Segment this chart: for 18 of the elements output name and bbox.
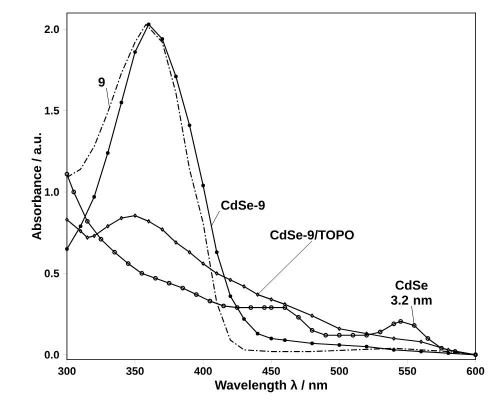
x-axis-title: Wavelength λ / nm	[214, 380, 328, 392]
x-tick-label: 350	[126, 367, 144, 376]
x-tick-label: 550	[398, 367, 416, 376]
y-tick-label: 2.0	[44, 26, 59, 34]
x-tick-label: 400	[194, 367, 212, 376]
y-tick-label: 1.5	[44, 107, 60, 115]
y-tick-label: 1.0	[44, 188, 59, 196]
x-tick-label: 600	[466, 367, 484, 376]
x-tick-label: 450	[262, 367, 280, 376]
x-tick-label: 300	[58, 367, 76, 376]
y-tick-label: 0.5	[44, 270, 60, 278]
series-label: CdSe-9	[221, 200, 265, 210]
series-label: 9	[98, 78, 105, 87]
text: CdSe-9/TOPO	[270, 230, 354, 240]
x-tick-label: 500	[330, 367, 348, 376]
y-tick-label: 0.0	[44, 351, 59, 359]
y-axis-title: Absorbance / a.u.	[32, 133, 42, 240]
series-label: CdSe 3.2 nm	[390, 280, 432, 305]
